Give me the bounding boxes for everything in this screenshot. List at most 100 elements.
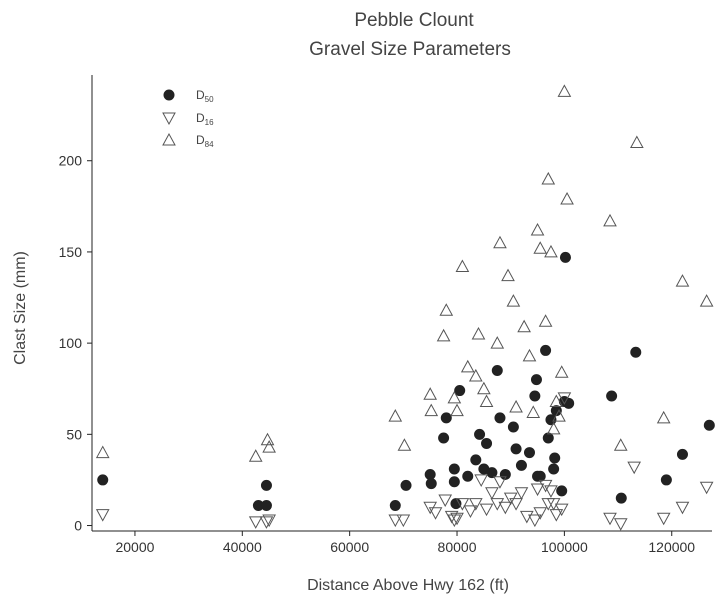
- point-d16: [447, 514, 462, 528]
- y-tick-label: 150: [59, 244, 83, 260]
- point-d84: [388, 409, 403, 422]
- point-d16: [485, 487, 499, 500]
- point-d84: [95, 445, 110, 459]
- point-d84: [522, 348, 537, 362]
- point-d50: [494, 412, 506, 424]
- point-d16: [444, 510, 459, 524]
- point-d50: [507, 421, 519, 433]
- point-d16: [613, 518, 628, 531]
- point-d84: [509, 399, 523, 413]
- point-d50: [542, 432, 554, 444]
- point-d84: [526, 405, 541, 418]
- point-d50: [400, 479, 412, 491]
- point-d16: [438, 494, 453, 508]
- point-d50: [545, 414, 557, 426]
- point-d50: [470, 454, 482, 466]
- y-axis-title: Clast Size (mm): [12, 251, 29, 365]
- point-d50: [454, 385, 466, 397]
- point-d50: [260, 479, 272, 491]
- point-d84: [468, 368, 483, 382]
- point-d50: [97, 474, 109, 486]
- point-d16: [557, 392, 572, 405]
- point-d16: [627, 461, 642, 475]
- point-d50: [448, 463, 460, 475]
- point-d16: [259, 516, 274, 529]
- point-d16: [262, 514, 276, 528]
- point-d50: [515, 459, 527, 471]
- data-points: [95, 84, 715, 531]
- point-d16: [248, 516, 263, 529]
- point-d16: [509, 498, 523, 511]
- point-d84: [455, 259, 470, 273]
- legend-label-d84: D84: [196, 133, 214, 149]
- point-d84: [450, 403, 464, 417]
- point-d50: [523, 447, 535, 459]
- point-d84: [262, 440, 276, 453]
- point-d16: [699, 481, 714, 495]
- point-d16: [396, 514, 411, 528]
- x-tick-label: 80000: [438, 539, 477, 555]
- point-d84: [603, 213, 617, 227]
- point-d84: [424, 403, 439, 417]
- point-d50: [615, 492, 627, 504]
- y-tick-label: 0: [74, 518, 82, 534]
- point-d84: [549, 394, 564, 407]
- point-d50: [676, 448, 688, 460]
- point-d84: [490, 336, 505, 349]
- point-d50: [389, 499, 401, 511]
- point-d16: [533, 507, 548, 520]
- point-d84: [675, 274, 690, 287]
- point-d50: [559, 251, 571, 263]
- point-d16: [463, 505, 478, 518]
- point-d50: [529, 390, 541, 402]
- point-d84: [560, 191, 574, 205]
- point-d16: [549, 509, 564, 522]
- x-tick-label: 60000: [330, 539, 369, 555]
- x-tick-label: 100000: [541, 539, 588, 555]
- point-d16: [530, 483, 545, 497]
- y-tick-label: 100: [59, 335, 83, 351]
- point-d16: [498, 501, 513, 515]
- axes: [91, 75, 712, 532]
- point-d84: [471, 326, 486, 340]
- point-d50: [510, 443, 522, 455]
- y-tick-label: 200: [59, 153, 83, 169]
- point-d50: [530, 374, 542, 386]
- point-d84: [656, 410, 671, 424]
- point-d84: [501, 268, 515, 282]
- point-d50: [606, 390, 618, 402]
- point-d50: [534, 470, 546, 482]
- x-tick-label: 120000: [648, 539, 695, 555]
- point-d16: [656, 512, 671, 526]
- point-d50: [474, 428, 486, 440]
- point-d50: [448, 476, 460, 488]
- legend-marker-d50: [163, 89, 175, 101]
- legend-label-d16: D16: [196, 111, 214, 127]
- point-d84: [533, 241, 548, 254]
- chart-subtitle: Gravel Size Parameters: [309, 39, 511, 60]
- x-axis-title: Distance Above Hwy 162 (ft): [307, 577, 509, 594]
- point-d84: [423, 387, 438, 400]
- point-d50: [703, 419, 715, 431]
- point-d16: [95, 509, 110, 522]
- point-d50: [491, 364, 503, 376]
- point-d16: [455, 498, 470, 511]
- point-d50: [424, 468, 436, 480]
- point-d84: [460, 359, 475, 373]
- point-d84: [613, 438, 628, 451]
- ticks: 20000 40000 60000 80000 100000 120000 0 50 100 15…: [59, 153, 696, 555]
- point-d84: [630, 135, 644, 148]
- chart-title: Pebble Clount: [354, 10, 474, 31]
- x-tick-label: 20000: [115, 539, 154, 555]
- legend-label-d50: D50: [196, 88, 214, 104]
- point-d84: [538, 314, 553, 327]
- point-d50: [440, 412, 452, 424]
- point-d84: [541, 171, 556, 185]
- point-d16: [428, 507, 443, 520]
- point-d84: [530, 222, 545, 236]
- point-d84: [447, 390, 462, 404]
- legend: D50 D16 D84: [162, 88, 214, 149]
- point-d16: [468, 498, 483, 511]
- point-d50: [540, 344, 552, 356]
- point-d16: [603, 512, 617, 526]
